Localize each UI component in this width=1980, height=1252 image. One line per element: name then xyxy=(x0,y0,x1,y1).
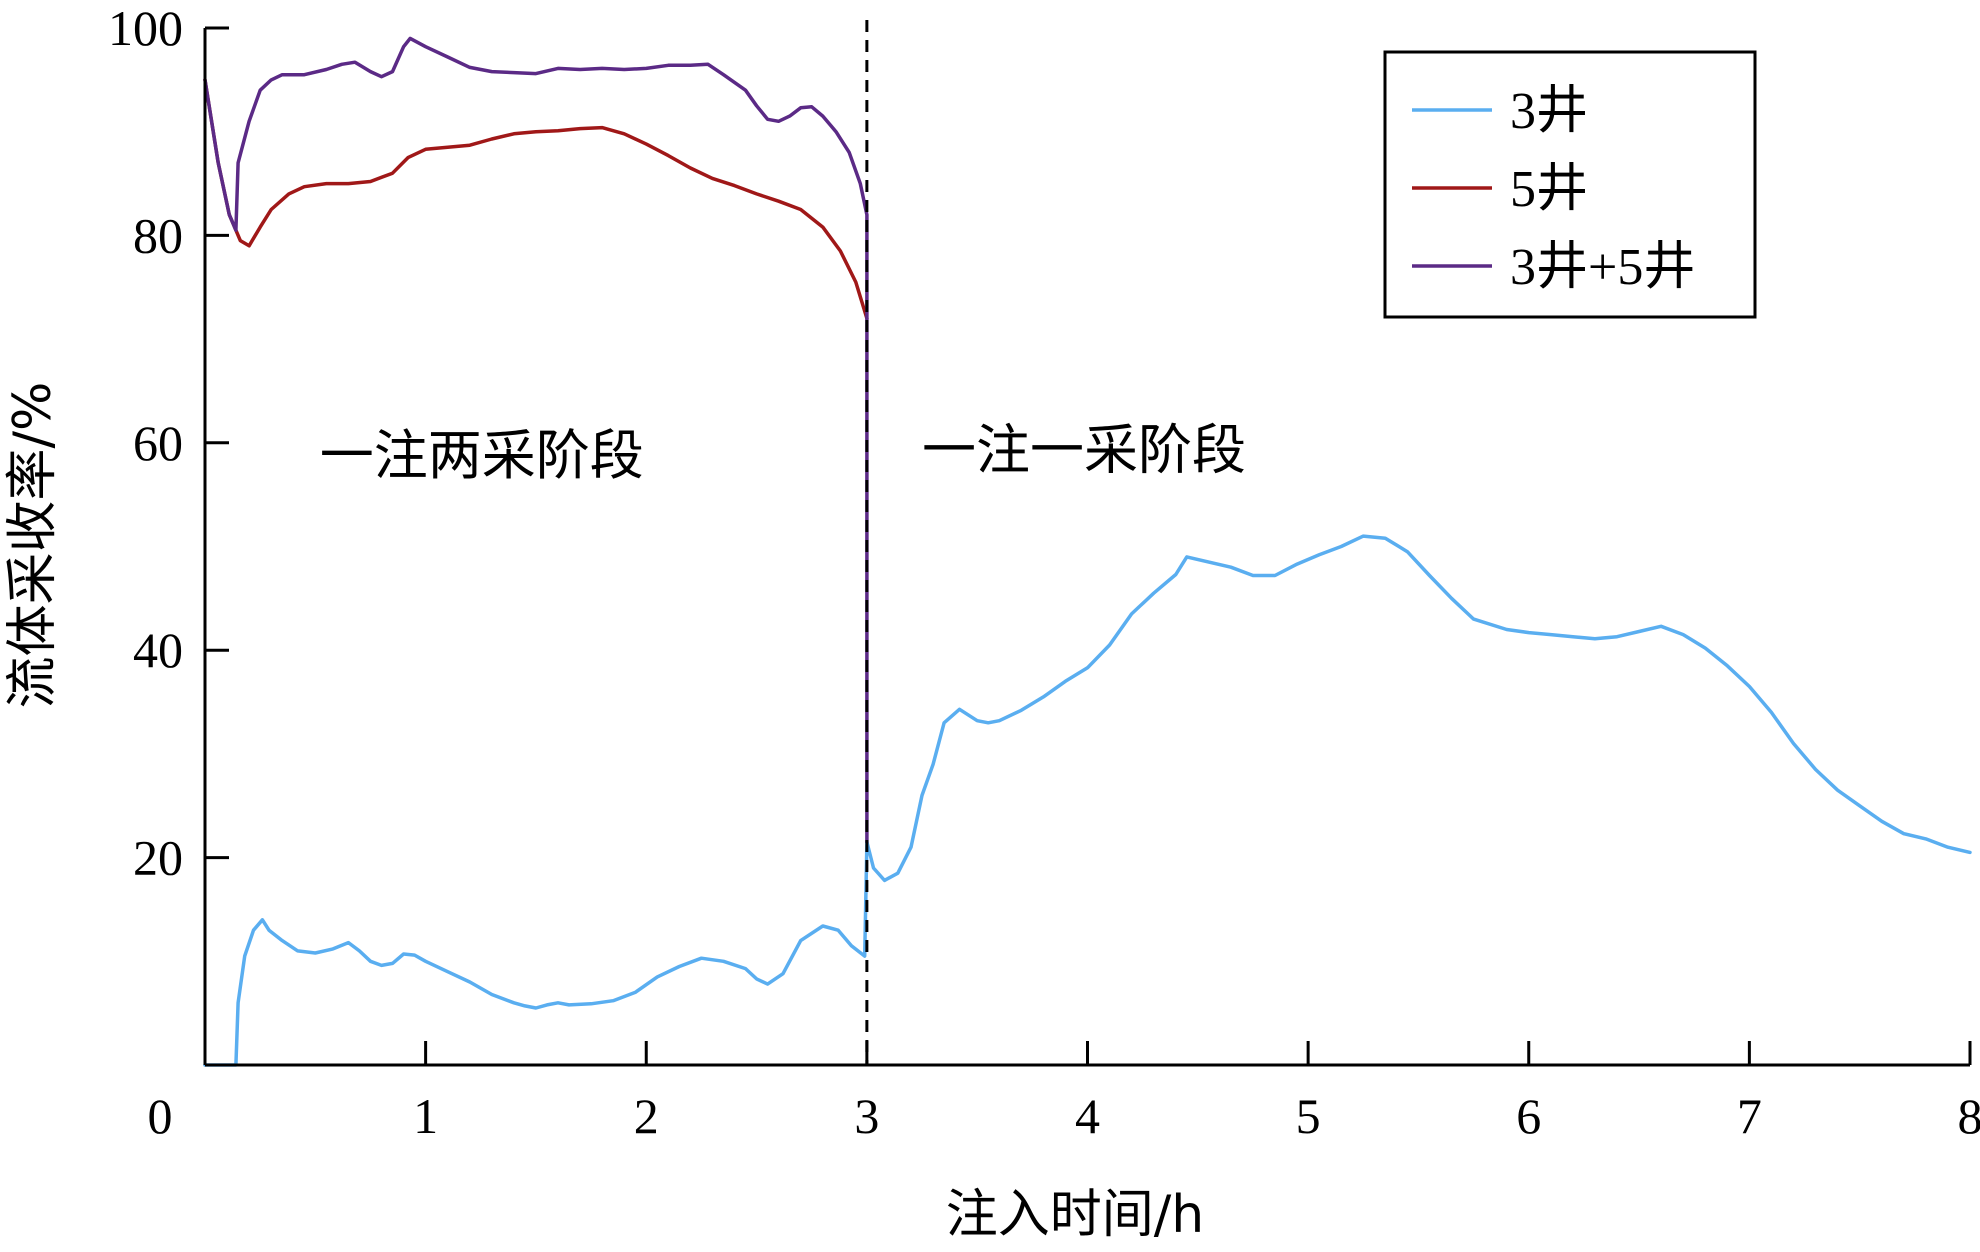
series-line-1 xyxy=(203,534,1972,1067)
plot-series xyxy=(203,36,1972,1067)
x-axis-title: 注入时间/h xyxy=(946,1185,1204,1245)
y-tick-label: 40 xyxy=(133,622,183,678)
x-tick-label: 6 xyxy=(1516,1088,1541,1144)
stage-annotations: 一注两采阶段 一注一采阶段 xyxy=(320,419,1246,487)
legend-label-2: 5井 xyxy=(1510,161,1588,218)
x-tick-label: 2 xyxy=(634,1088,659,1144)
x-tick-label: 4 xyxy=(1075,1088,1100,1144)
legend: 3井 5井 3井+5井 xyxy=(1383,50,1757,319)
y-tick-label: 60 xyxy=(133,415,183,471)
series-line-2 xyxy=(203,78,869,321)
x-tick-label: 3 xyxy=(854,1088,879,1144)
y-tick-label: 20 xyxy=(133,830,183,886)
x-ticks: 0 1 2 3 4 5 6 7 8 xyxy=(148,1041,1980,1144)
x-tick-label: 5 xyxy=(1296,1088,1321,1144)
series-line-3 xyxy=(203,36,869,844)
x-tick-label: 1 xyxy=(413,1088,438,1144)
y-ticks: 20 40 60 80 100 xyxy=(108,0,229,886)
stage-annotation-2: 一注一采阶段 xyxy=(922,419,1246,482)
y-axis-title: 流体采收率/% xyxy=(3,382,63,709)
x-tick-label: 0 xyxy=(148,1088,173,1144)
legend-items: 3井 5井 3井+5井 xyxy=(1412,83,1695,296)
x-tick-label: 7 xyxy=(1737,1088,1762,1144)
legend-label-1: 3井 xyxy=(1510,83,1588,140)
y-tick-label: 100 xyxy=(108,0,183,56)
stage-annotation-1: 一注两采阶段 xyxy=(320,424,644,487)
y-tick-label: 80 xyxy=(133,207,183,263)
x-tick-label: 8 xyxy=(1958,1088,1980,1144)
legend-box xyxy=(1383,50,1757,319)
legend-label-3: 3井+5井 xyxy=(1510,239,1695,296)
